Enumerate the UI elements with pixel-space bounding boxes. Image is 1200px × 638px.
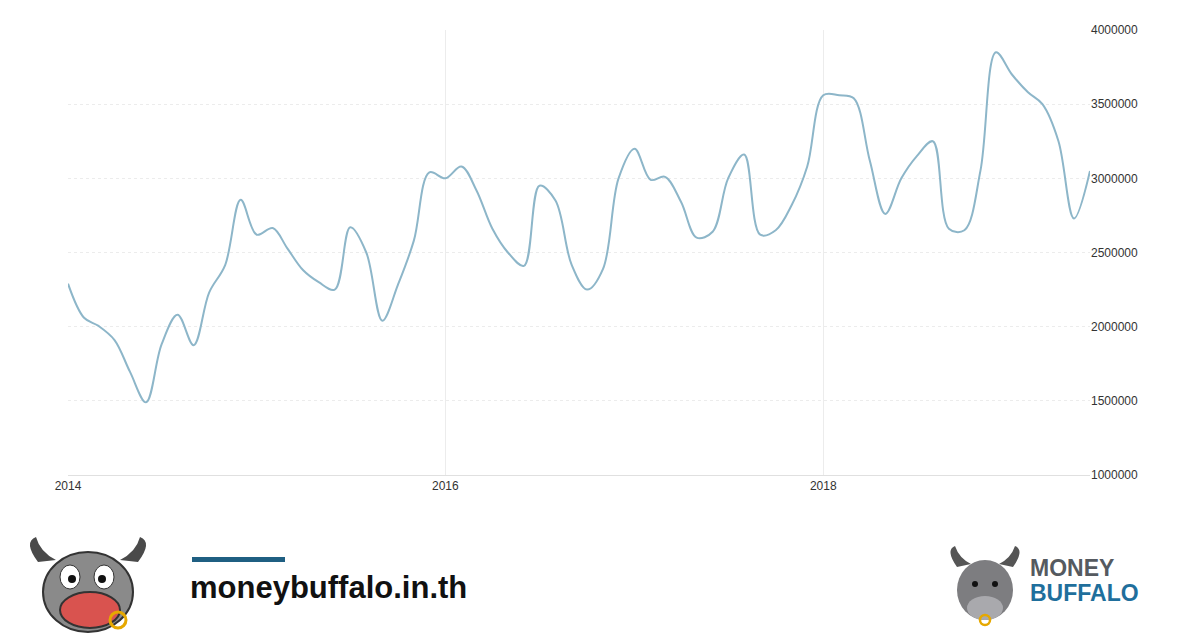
svg-text:4000000: 4000000 (1091, 23, 1138, 37)
html-text:MONEY: MONEY (1030, 555, 1115, 581)
svg-text:2018: 2018 (810, 479, 837, 493)
svg-text:3500000: 3500000 (1091, 97, 1138, 111)
html-text:moneybuffalo.in.th: moneybuffalo.in.th (190, 570, 468, 605)
svg-text:2014: 2014 (55, 479, 82, 493)
svg-text:3000000: 3000000 (1091, 172, 1138, 186)
svg-text:1500000: 1500000 (1091, 394, 1138, 408)
svg-text:2000000: 2000000 (1091, 320, 1138, 334)
svg-text:1000000: 1000000 (1091, 468, 1138, 482)
svg-text:2500000: 2500000 (1091, 246, 1138, 260)
svg-text:2016: 2016 (432, 479, 459, 493)
html-text:BUFFALO: BUFFALO (1030, 580, 1139, 606)
